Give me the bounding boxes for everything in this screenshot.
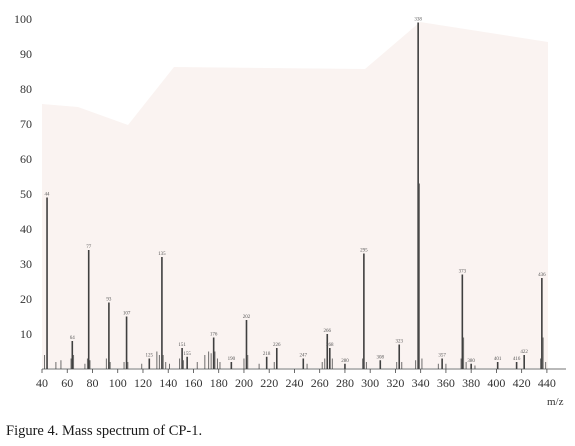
y-tick-label-70: 70 (20, 117, 32, 131)
peak-label-176: 176 (210, 333, 218, 338)
y-tick-label-10: 10 (20, 327, 32, 341)
peak-label-125: 125 (146, 354, 154, 359)
peak-label-135: 135 (158, 252, 166, 257)
x-axis-title: m/z (547, 396, 564, 408)
peak-label-295: 295 (360, 249, 368, 254)
peak-label-190: 190 (228, 357, 236, 362)
x-tick-label-200: 200 (235, 376, 253, 390)
x-tick-label-340: 340 (412, 376, 430, 390)
peak-label-338: 338 (414, 18, 422, 23)
peak-label-77: 77 (86, 245, 92, 250)
x-tick-label-80: 80 (86, 376, 98, 390)
peak-label-323: 323 (395, 340, 403, 345)
x-tick-label-400: 400 (487, 376, 505, 390)
y-tick-label-100: 100 (14, 12, 32, 26)
peak-label-280: 280 (341, 359, 349, 364)
y-tick-label-60: 60 (20, 152, 32, 166)
y-tick-label-40: 40 (20, 222, 32, 236)
peak-label-308: 308 (377, 355, 385, 360)
peak-label-373: 373 (459, 270, 467, 275)
peak-label-401: 401 (494, 357, 502, 362)
x-tick-label-420: 420 (513, 376, 531, 390)
peaks-layer (44, 22, 547, 369)
x-tick-label-360: 360 (437, 376, 455, 390)
x-tick-label-260: 260 (311, 376, 329, 390)
peak-label-268: 268 (326, 343, 334, 348)
peak-label-422: 422 (520, 350, 528, 355)
peak-label-107: 107 (123, 312, 131, 317)
x-tick-label-40: 40 (36, 376, 48, 390)
peak-label-64: 64 (70, 336, 76, 341)
x-tick-label-220: 220 (260, 376, 278, 390)
peak-label-436: 436 (538, 273, 546, 278)
x-tick-label-280: 280 (336, 376, 354, 390)
peak-label-218: 218 (263, 352, 271, 357)
x-tick-label-140: 140 (159, 376, 177, 390)
background-tint (42, 22, 548, 368)
peak-label-155: 155 (183, 352, 191, 357)
x-tick-label-320: 320 (386, 376, 404, 390)
x-axis-ticks: 40 60 80 100 120 140 160 180 200 220 240 260 280 300 3… (36, 369, 556, 390)
x-tick-label-160: 160 (184, 376, 202, 390)
x-tick-label-100: 100 (109, 376, 127, 390)
x-tick-label-300: 300 (361, 376, 379, 390)
peak-label-202: 202 (243, 315, 251, 320)
y-tick-label-50: 50 (20, 187, 32, 201)
peak-label-226: 226 (273, 343, 281, 348)
peak-label-380: 380 (467, 359, 475, 364)
y-tick-label-90: 90 (20, 47, 32, 61)
peak-label-247: 247 (300, 354, 308, 359)
x-tick-label-440: 440 (538, 376, 556, 390)
x-tick-label-60: 60 (61, 376, 73, 390)
x-tick-label-120: 120 (134, 376, 152, 390)
y-axis-ticks: 10 20 30 40 50 60 70 80 90 100 (14, 12, 32, 341)
peak-label-93: 93 (106, 298, 112, 303)
peak-label-357: 357 (438, 354, 446, 359)
x-tick-label-240: 240 (285, 376, 303, 390)
peak-label-151: 151 (178, 343, 186, 348)
y-tick-label-80: 80 (20, 82, 32, 96)
figure-caption: Figure 4. Mass spectrum of CP-1. (6, 423, 203, 439)
y-tick-label-30: 30 (20, 257, 32, 271)
peak-label-266: 266 (324, 329, 332, 334)
peak-label-44: 44 (45, 193, 51, 198)
x-tick-label-180: 180 (210, 376, 228, 390)
peak-label-416: 416 (513, 357, 521, 362)
x-tick-label-380: 380 (462, 376, 480, 390)
y-tick-label-20: 20 (20, 292, 32, 306)
